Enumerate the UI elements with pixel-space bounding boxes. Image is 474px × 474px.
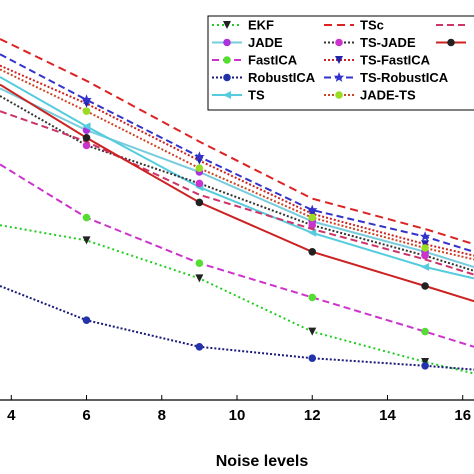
series-line — [0, 110, 474, 276]
x-axis-label: Noise levels — [216, 453, 309, 470]
data-point — [82, 134, 91, 142]
data-point — [195, 198, 204, 207]
legend-label: TS-FastICA — [360, 53, 431, 68]
data-point — [195, 164, 204, 172]
series-line — [0, 87, 474, 268]
data-point — [308, 213, 317, 222]
legend-label: TSc — [360, 18, 384, 33]
axes-layer: 4 6 8 10 12 14 16 — [0, 395, 474, 424]
data-point — [195, 259, 204, 268]
x-tick-label: 8 — [158, 407, 166, 424]
data-point — [195, 343, 204, 351]
legend-label: TS-RobustICA — [360, 70, 449, 85]
legend-item: TS-JADE — [324, 35, 416, 50]
series-line — [0, 53, 474, 253]
legend-label: RobustICA — [248, 70, 316, 85]
series-line — [0, 163, 474, 348]
legend-item: EKF — [212, 18, 274, 33]
x-tick-label: 4 — [7, 407, 16, 424]
legend-marker — [333, 72, 345, 82]
series-line — [0, 83, 474, 303]
data-point — [419, 231, 431, 241]
series-4 — [0, 285, 474, 371]
series-line — [0, 285, 474, 371]
data-point — [82, 122, 91, 131]
legend-item: FastICA — [212, 53, 298, 68]
series-line — [0, 38, 474, 246]
legend-marker — [447, 38, 455, 47]
series-line — [0, 68, 474, 261]
data-point — [308, 228, 317, 237]
data-point — [421, 263, 430, 271]
x-tick-label: 6 — [82, 407, 90, 424]
series-line — [0, 224, 474, 375]
legend-label: FastICA — [248, 53, 298, 68]
series-line — [0, 95, 474, 272]
legend-label: TS-JADE — [360, 35, 416, 50]
data-point — [82, 107, 91, 115]
series-line — [0, 76, 474, 280]
data-point — [82, 213, 91, 222]
legend-label: JADE-TS — [360, 88, 416, 103]
series-9 — [0, 53, 474, 253]
legend-marker — [223, 91, 231, 99]
legend-marker — [335, 56, 343, 64]
legend-label: TS — [248, 88, 265, 103]
legend-item: RobustICA — [212, 70, 316, 85]
legend-marker — [223, 38, 231, 47]
data-point — [195, 274, 204, 283]
data-point — [421, 240, 430, 249]
legend-marker — [223, 73, 231, 82]
legend-item — [436, 38, 466, 47]
data-point — [308, 354, 317, 363]
series-6 — [0, 38, 474, 246]
data-point — [81, 94, 92, 105]
series-10 — [0, 68, 474, 261]
data-point — [421, 244, 429, 252]
legend-label: JADE — [248, 35, 283, 50]
data-point — [308, 248, 317, 256]
data-point — [195, 179, 204, 188]
series-12 — [0, 83, 474, 303]
data-point — [421, 251, 429, 260]
x-tick-label: 14 — [379, 407, 396, 424]
legend-item: TSc — [324, 18, 384, 33]
data-point — [82, 316, 91, 325]
data-point — [308, 293, 317, 302]
data-point — [421, 282, 429, 290]
legend-item: TS-FastICA — [324, 53, 431, 68]
data-point — [308, 327, 317, 336]
series-3 — [0, 163, 474, 348]
data-point — [307, 204, 318, 215]
legend-marker — [335, 38, 343, 47]
data-point — [194, 151, 205, 162]
legend-item: JADE — [212, 35, 283, 50]
series-layer — [0, 38, 474, 375]
legend: EKF JADE FastICA RobustICA TS TSc TS-JADE TS-Fa… — [207, 15, 474, 111]
legend-item: JADE-TS — [324, 88, 416, 103]
x-tick-label: 12 — [304, 407, 321, 424]
legend-item: TS-RobustICA — [324, 70, 449, 85]
data-point — [421, 327, 429, 336]
x-tick-label: 10 — [229, 407, 246, 424]
series-11 — [0, 110, 474, 276]
legend-label: EKF — [248, 18, 274, 33]
legend-marker — [335, 91, 343, 99]
legend-item: TS — [212, 88, 265, 103]
legend-marker — [223, 21, 231, 29]
x-tick-label: 16 — [454, 407, 471, 424]
legend-marker — [223, 56, 231, 64]
data-point — [421, 362, 429, 370]
data-point — [82, 236, 91, 245]
